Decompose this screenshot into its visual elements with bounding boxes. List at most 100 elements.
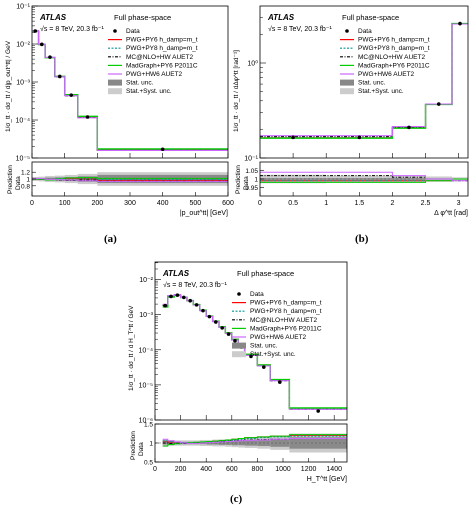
ratio-curve-c-4 bbox=[162, 437, 347, 444]
x-tick-label-c-1: 200 bbox=[175, 466, 187, 473]
atlas-label-a: ATLAS bbox=[39, 13, 67, 22]
legend-label-b-2: PWG+PY8 h_damp=m_t bbox=[358, 45, 430, 52]
legend-label-b-3: MC@NLO+HW AUET2 bbox=[358, 54, 425, 61]
ratio-y-tick-label-b-2: 1.05 bbox=[245, 168, 258, 175]
legend-label-b-6: Stat. unc. bbox=[358, 80, 386, 87]
x-tick-label-a-3: 300 bbox=[124, 200, 136, 207]
data-point-a-0 bbox=[33, 29, 38, 33]
legend-label-a-1: PWG+PY6 h_damp=m_t bbox=[126, 37, 198, 44]
legend-marker-c-0 bbox=[237, 292, 241, 296]
stat-band-c-12 bbox=[238, 440, 245, 446]
x-axis-title-a: |p_out^tt| [GeV] bbox=[180, 210, 228, 217]
x-tick-label-b-6: 3 bbox=[457, 200, 461, 207]
y-axis-title-a: 1/σ_tt · dσ_tt / d|p_out^tt| / GeV bbox=[5, 40, 12, 132]
data-point-a-3 bbox=[57, 74, 62, 79]
ratio-y-tick-label-c-2: 1.5 bbox=[144, 422, 153, 429]
data-point-b-0 bbox=[291, 135, 295, 140]
data-point-c-10 bbox=[226, 332, 231, 336]
data-point-c-7 bbox=[207, 314, 212, 319]
model-curve-b-4 bbox=[260, 23, 468, 137]
ratio-y-tick-label-a-0: 0.8 bbox=[21, 183, 30, 190]
legend-label-a-0: Data bbox=[126, 28, 140, 35]
legend-label-b-0: Data bbox=[358, 28, 372, 35]
legend-label-c-0: Data bbox=[250, 291, 264, 298]
legend-box-b-6 bbox=[340, 79, 354, 86]
phase-space-label-b: Full phase-space bbox=[342, 13, 399, 22]
energy-label-b: √s = 8 TeV, 20.3 fb⁻¹ bbox=[268, 25, 332, 33]
data-point-c-2 bbox=[175, 293, 180, 297]
y-tick-label-c-2: 10⁻⁴ bbox=[139, 347, 154, 354]
legend-label-a-2: PWG+PY8 h_damp=m_t bbox=[126, 45, 198, 52]
x-tick-label-a-5: 500 bbox=[189, 200, 201, 207]
data-point-c-6 bbox=[201, 308, 205, 313]
main-frame-b bbox=[259, 5, 469, 159]
legend-box-c-7 bbox=[232, 351, 246, 358]
y-tick-label-a-4: 10⁻¹ bbox=[16, 4, 30, 11]
ratio-y-tick-label-a-2: 1.2 bbox=[21, 170, 30, 177]
ratio-curve-b-4 bbox=[260, 171, 468, 182]
ratio-label-top-b: Prediction bbox=[235, 165, 242, 194]
y-axis-title-c: 1/σ_tt · dσ_tt / d H_T^tt / GeV bbox=[128, 305, 135, 391]
data-point-c-9 bbox=[220, 326, 224, 330]
data-point-a-2 bbox=[48, 55, 52, 59]
x-tick-label-c-7: 1400 bbox=[326, 466, 342, 473]
ratio-y-tick-label-c-1: 1 bbox=[149, 441, 153, 448]
ratio-y-tick-label-c-0: 0.5 bbox=[144, 460, 153, 467]
x-axis-title-b: Δ φ^tt [rad] bbox=[434, 210, 468, 217]
data-point-b-2 bbox=[407, 125, 411, 130]
y-tick-label-b-1: 10⁰ bbox=[247, 60, 258, 68]
y-tick-label-c-0: 10⁻⁶ bbox=[139, 418, 153, 425]
y-axis-title-b: 1/σ_tt · dσ_tt / dΔφ^tt [rad⁻¹] bbox=[233, 50, 240, 132]
phase-space-label-c: Full phase-space bbox=[237, 269, 294, 278]
chart-b: 0 0.5 1 1.5 2 2.5 3Δ φ^tt [rad]10⁻¹10⁰0.9511.0… bbox=[233, 5, 469, 217]
stat-band-c-9 bbox=[219, 441, 226, 445]
data-point-a-5 bbox=[85, 115, 90, 119]
legend-label-c-6: Stat. unc. bbox=[250, 343, 278, 350]
legend-box-b-7 bbox=[340, 88, 354, 95]
energy-label-a: √s = 8 TeV, 20.3 fb⁻¹ bbox=[40, 25, 104, 33]
y-tick-label-a-3: 10⁻² bbox=[16, 42, 30, 49]
legend-marker-b-0 bbox=[345, 29, 349, 33]
legend-label-a-6: Stat. unc. bbox=[126, 80, 154, 87]
subfigure-label-a: (a) bbox=[104, 233, 117, 245]
ratio-y-tick-label-b-1: 1 bbox=[254, 177, 258, 184]
legend-label-c-5: PWG+HW6 AUET2 bbox=[250, 334, 307, 341]
legend-box-c-6 bbox=[232, 342, 246, 349]
stat-band-c-16 bbox=[289, 437, 347, 449]
data-point-c-4 bbox=[188, 298, 192, 303]
x-tick-label-c-3: 600 bbox=[226, 466, 238, 473]
chart-c: 0 200 400 600 800 1000 1200 1400 H_T^tt [GeV] 10⁻… bbox=[128, 261, 348, 483]
phase-space-label-a: Full phase-space bbox=[114, 13, 171, 22]
x-tick-label-b-5: 2.5 bbox=[421, 200, 431, 207]
y-tick-label-c-4: 10⁻² bbox=[139, 277, 153, 284]
data-point-c-15 bbox=[278, 380, 282, 384]
legend-label-c-7: Stat.+Syst. unc. bbox=[250, 351, 296, 358]
data-point-c-16 bbox=[316, 409, 321, 413]
data-point-c-14 bbox=[262, 365, 266, 369]
legend-label-a-4: MadGraph+PY6 P2011C bbox=[126, 62, 198, 69]
x-tick-label-c-0: 0 bbox=[153, 466, 157, 473]
x-tick-label-b-0: 0 bbox=[258, 200, 262, 207]
data-point-a-4 bbox=[69, 93, 73, 97]
x-tick-label-a-1: 100 bbox=[59, 200, 71, 207]
x-axis-title-c: H_T^tt [GeV] bbox=[307, 476, 347, 483]
stat-band-a-4 bbox=[64, 176, 78, 182]
data-point-c-0 bbox=[163, 303, 168, 308]
x-tick-label-b-1: 0.5 bbox=[288, 200, 298, 207]
x-tick-label-c-5: 1000 bbox=[275, 466, 291, 473]
x-tick-label-b-4: 2 bbox=[390, 200, 394, 207]
x-tick-label-c-2: 400 bbox=[200, 466, 212, 473]
legend-label-c-3: MC@NLO+HW AUET2 bbox=[250, 317, 317, 324]
ratio-label-top-a: Prediction bbox=[7, 165, 14, 194]
legend-box-a-6 bbox=[108, 79, 122, 86]
subfigure-label-b: (b) bbox=[355, 233, 369, 245]
ratio-label-top-c: Prediction bbox=[130, 431, 137, 460]
legend-marker-a-0 bbox=[113, 29, 117, 33]
legend-label-a-7: Stat.+Syst. unc. bbox=[126, 88, 172, 95]
stat-band-b-1 bbox=[326, 178, 393, 180]
ratio-label-bottom-c: Data bbox=[138, 442, 145, 456]
legend-label-b-5: PWG+HW6 AUET2 bbox=[358, 71, 415, 78]
legend-label-a-3: MC@NLO+HW AUET2 bbox=[126, 54, 193, 61]
